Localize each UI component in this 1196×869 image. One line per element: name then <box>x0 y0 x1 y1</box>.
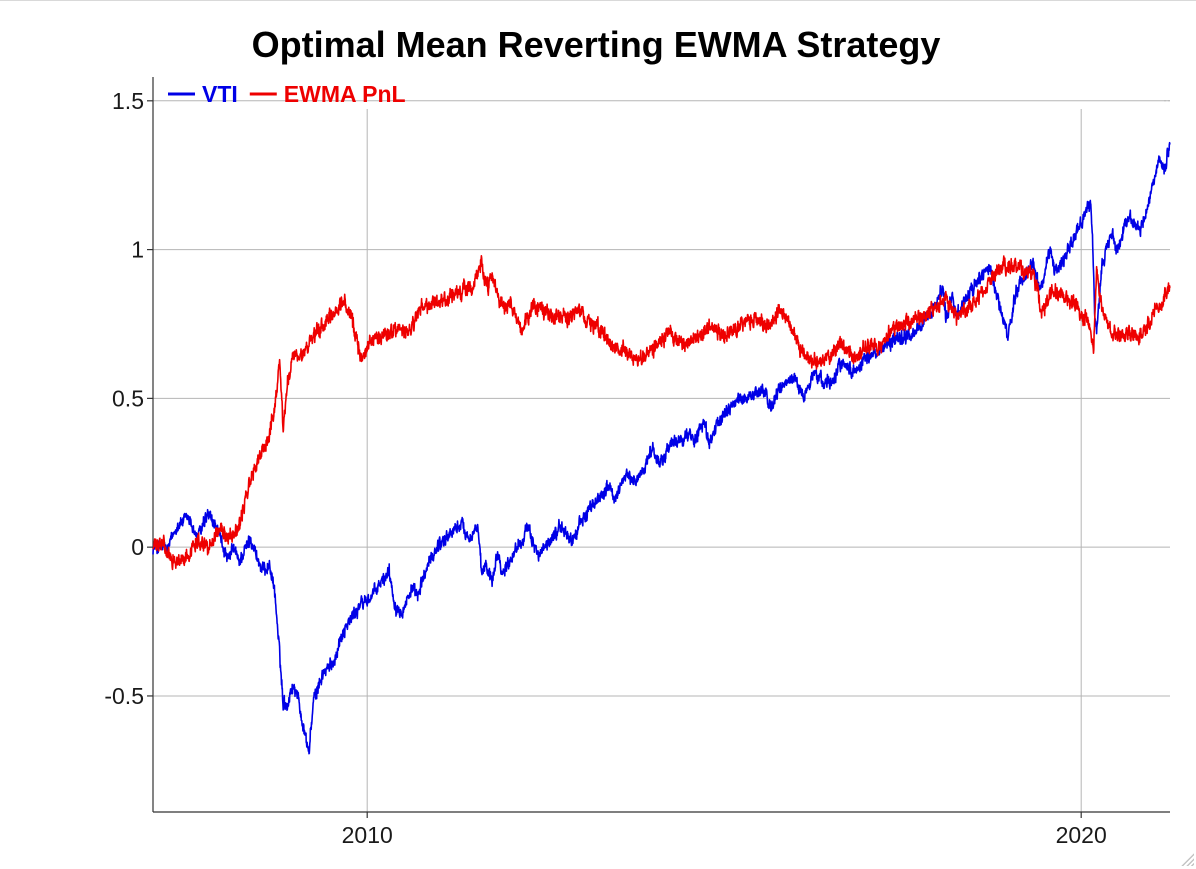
series-line-vti <box>152 141 1171 755</box>
y-tick-label: 1 <box>131 237 144 263</box>
y-tick-label: 1.5 <box>112 88 144 114</box>
tick-layer: 1.5 1 0.5 0 -0.5 2010 2020 <box>104 88 1106 848</box>
x-tick-label: 2010 <box>342 822 393 848</box>
chart-title: Optimal Mean Reverting EWMA Strategy <box>252 24 941 65</box>
legend-label-vti: VTI <box>202 81 238 107</box>
series-line-ewma-pnl <box>152 255 1171 571</box>
legend: VTI EWMA PnL <box>168 81 406 107</box>
x-tick-label: 2020 <box>1056 822 1107 848</box>
y-tick-label: 0.5 <box>112 385 144 411</box>
series-layer <box>152 141 1171 755</box>
y-tick-label: 0 <box>131 534 144 560</box>
resize-grip[interactable] <box>1180 852 1194 866</box>
legend-label-ewma-pnl: EWMA PnL <box>284 81 406 107</box>
axis-layer <box>152 77 1170 813</box>
y-tick-label: -0.5 <box>104 683 144 709</box>
